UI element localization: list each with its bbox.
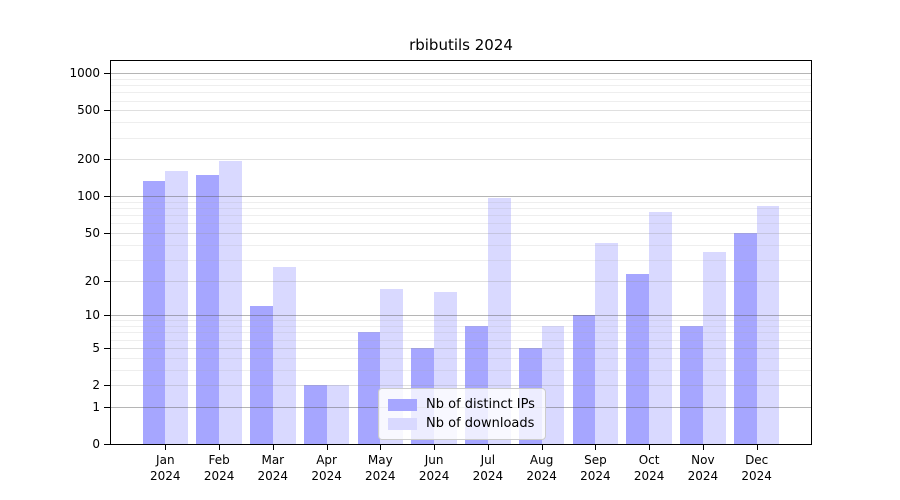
bar-downloads-nov (702, 251, 726, 444)
x-tick-jun (434, 445, 436, 450)
bar-distinct-ips-dec (733, 233, 757, 444)
x-tick-oct (649, 445, 651, 450)
gridline-500 (111, 110, 811, 112)
y-tick-label-5: 5 (92, 340, 100, 355)
minor-gridline-700 (111, 92, 811, 94)
bar-distinct-ips-feb (196, 174, 220, 444)
minor-gridline-800 (111, 85, 811, 87)
legend: Nb of distinct IPs Nb of downloads (378, 388, 546, 440)
y-tick-2 (104, 385, 110, 386)
bar-downloads-sep (595, 243, 619, 444)
y-tick-label-0: 0 (92, 437, 100, 451)
x-tick-feb (219, 445, 221, 450)
x-tick-label-oct: Oct 2024 (633, 453, 665, 483)
x-tick-label-apr: Apr 2024 (311, 453, 342, 483)
minor-gridline-300 (111, 137, 811, 139)
bar-downloads-jan (165, 171, 189, 444)
bar-downloads-mar (272, 267, 296, 444)
y-tick-20 (104, 280, 110, 282)
y-tick-label-500: 500 (77, 103, 100, 118)
legend-item-distinct-ips: Nb of distinct IPs (388, 395, 535, 414)
bar-distinct-ips-apr (303, 385, 327, 444)
legend-item-downloads: Nb of downloads (388, 414, 535, 433)
x-tick-label-may: May 2024 (365, 453, 396, 483)
x-tick-jul (487, 445, 489, 450)
y-tick-500 (104, 110, 110, 112)
bar-distinct-ips-mar (250, 306, 273, 444)
legend-label-downloads: Nb of downloads (426, 416, 535, 431)
y-tick-label-200: 200 (77, 152, 100, 167)
y-tick-10 (104, 315, 110, 317)
y-tick-1000 (104, 73, 110, 75)
x-tick-apr (326, 445, 328, 450)
y-tick-label-100: 100 (77, 189, 100, 204)
x-tick-nov (702, 445, 704, 450)
x-tick-label-jan: Jan 2024 (150, 453, 181, 483)
x-tick-dec (756, 445, 758, 450)
x-tick-jan (165, 445, 167, 450)
x-tick-label-aug: Aug 2024 (526, 453, 557, 483)
y-tick-label-2: 2 (92, 378, 100, 392)
bar-downloads-feb (219, 160, 242, 444)
bar-distinct-ips-may (357, 332, 381, 444)
x-tick-mar (272, 445, 274, 450)
x-tick-label-mar: Mar 2024 (257, 453, 289, 483)
bar-downloads-oct (649, 212, 672, 444)
minor-gridline-900 (111, 78, 811, 80)
x-tick-label-sep: Sep 2024 (580, 453, 611, 483)
gridline-1000 (111, 73, 811, 75)
bar-downloads-apr (326, 385, 350, 444)
x-tick-label-jun: Jun 2024 (418, 453, 450, 483)
y-tick-200 (104, 159, 110, 161)
plot-area: Nb of distinct IPs Nb of downloads (110, 60, 812, 445)
gridline-200 (111, 159, 811, 161)
chart-title: rbibutils 2024 (409, 36, 513, 54)
x-tick-label-jul: Jul 2024 (472, 453, 504, 483)
y-tick-label-10: 10 (84, 308, 100, 323)
x-tick-may (380, 445, 382, 450)
x-tick-aug (541, 445, 543, 450)
bar-distinct-ips-jan (142, 181, 166, 444)
y-tick-label-20: 20 (84, 273, 100, 288)
y-tick-5 (104, 347, 110, 349)
y-tick-1 (104, 406, 110, 408)
x-tick-label-nov: Nov 2024 (687, 453, 719, 483)
legend-label-distinct-ips: Nb of distinct IPs (426, 397, 535, 412)
x-tick-label-feb: Feb 2024 (203, 453, 235, 483)
y-tick-100 (104, 196, 110, 198)
x-tick-sep (595, 445, 597, 450)
bar-distinct-ips-oct (626, 273, 650, 444)
bar-downloads-jul (487, 198, 511, 444)
x-tick-label-dec: Dec 2024 (741, 453, 772, 483)
minor-gridline-400 (111, 122, 811, 124)
bar-distinct-ips-nov (680, 326, 703, 444)
bar-downloads-aug (541, 326, 565, 444)
bar-downloads-dec (756, 206, 780, 444)
legend-swatch-downloads (388, 417, 417, 430)
y-tick-label-1000: 1000 (69, 66, 100, 81)
y-tick-label-1: 1 (92, 399, 100, 414)
legend-swatch-distinct-ips (388, 398, 417, 411)
y-tick-0 (104, 444, 110, 445)
y-tick-label-50: 50 (84, 226, 100, 240)
minor-gridline-600 (111, 100, 811, 102)
y-tick-50 (104, 233, 110, 234)
bar-distinct-ips-sep (572, 315, 596, 444)
